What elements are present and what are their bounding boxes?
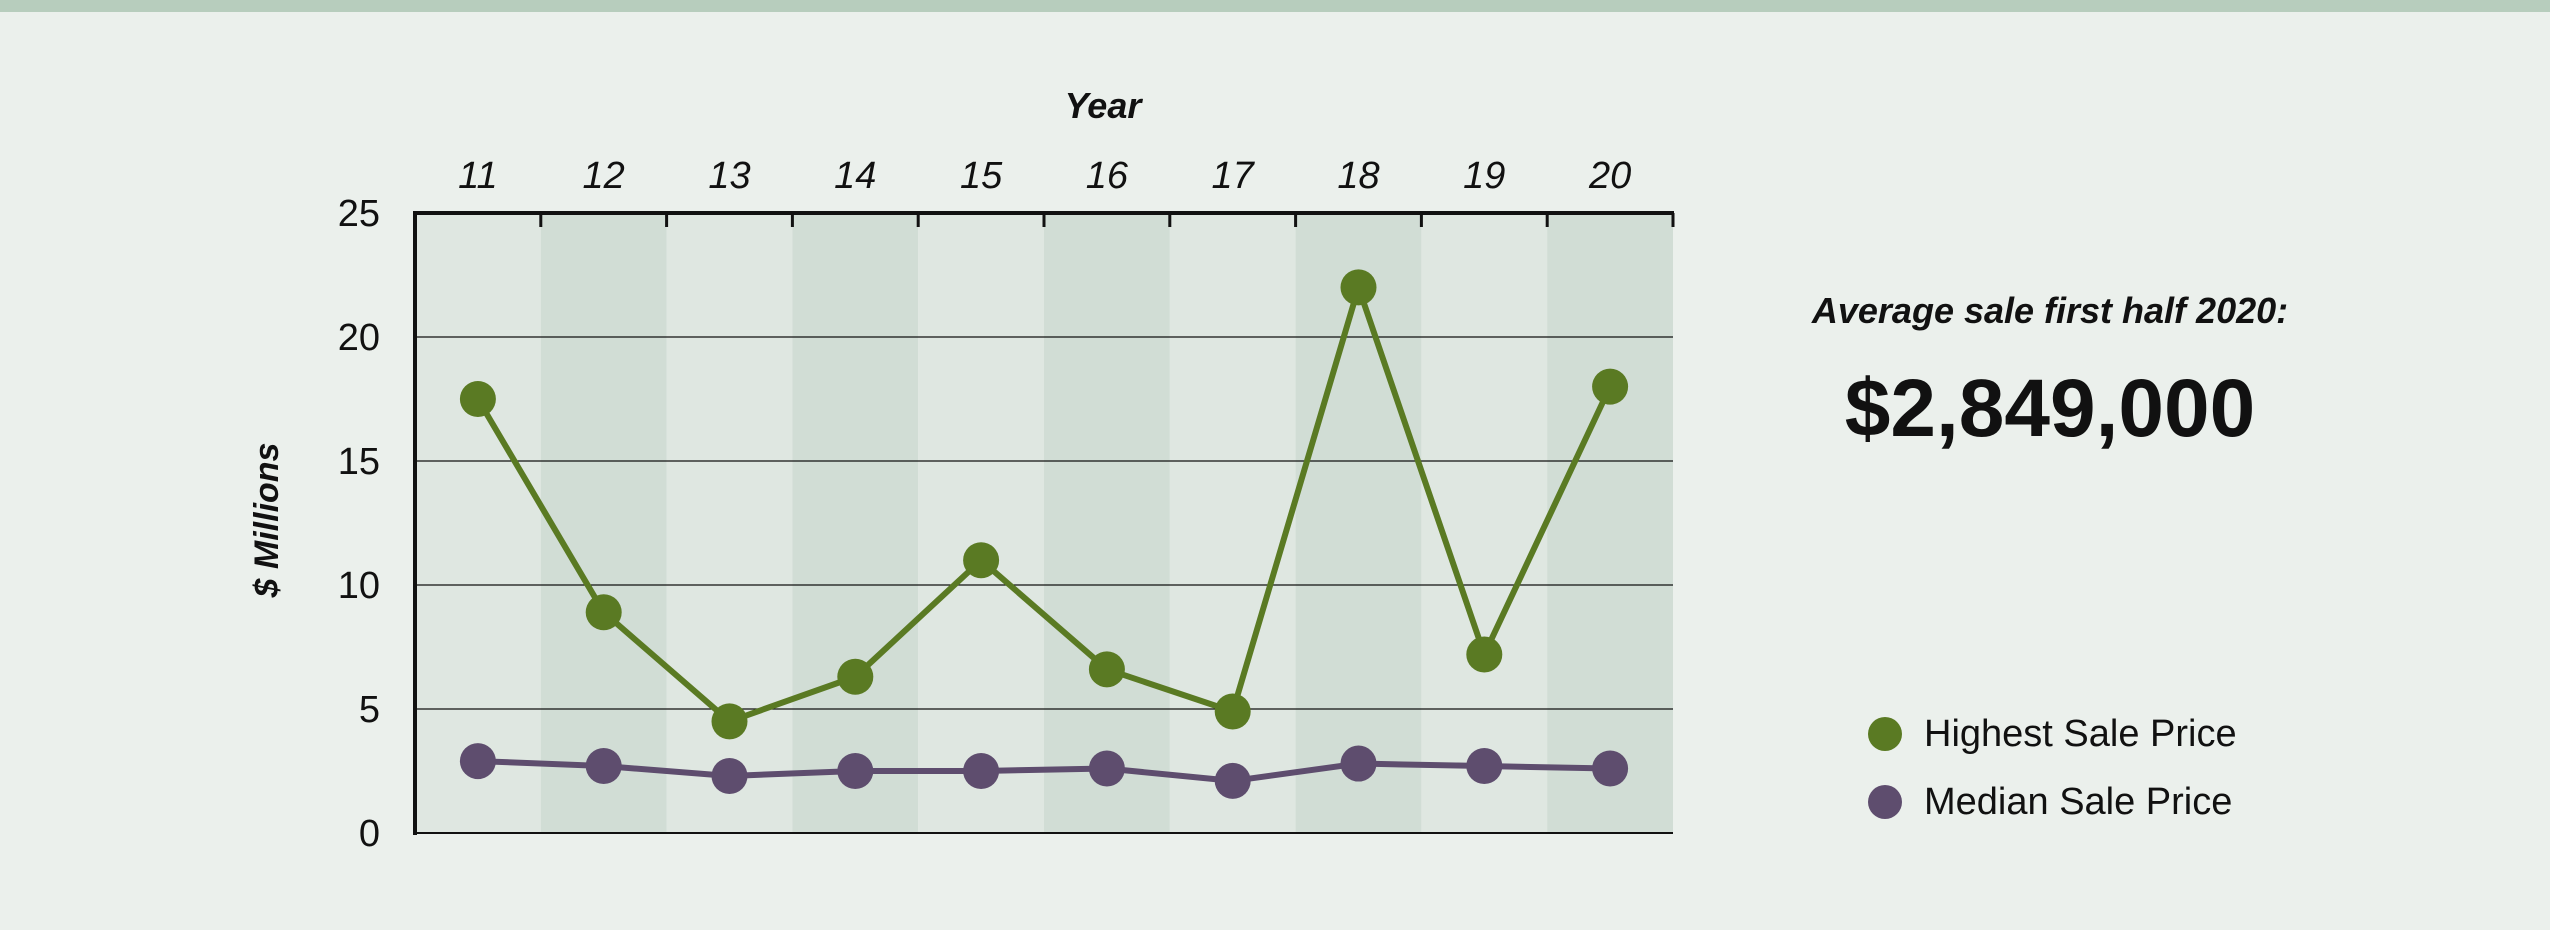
x-axis-title: Year [1065,85,1144,126]
series-points [459,269,1629,799]
column-band [1044,213,1170,833]
axes [413,211,1675,835]
column-band [1547,213,1673,833]
average-sale-label: Average sale first half 2020: [1811,290,2289,331]
data-point-1 [837,753,874,789]
column-bands [415,213,1673,833]
series-line-1 [477,758,1611,784]
data-point-1 [963,753,1000,789]
y-tick-label: 10 [338,565,380,607]
x-tick-label: 18 [1337,155,1379,197]
column-band [1169,213,1296,833]
x-tick-label: 15 [960,155,1003,197]
legend-marker-median [1868,785,1902,819]
data-point-1 [1466,748,1503,785]
data-point-1 [711,757,748,794]
y-tick-label: 25 [338,193,380,235]
legend-label-median: Median Sale Price [1924,780,2233,823]
data-point-1 [1088,750,1125,787]
data-point-1 [459,743,496,780]
x-tick-label: 19 [1463,155,1505,197]
data-point-0 [1340,269,1377,306]
data-point-0 [1592,368,1629,405]
data-point-0 [585,594,622,631]
x-tick-label: 16 [1086,155,1129,197]
data-point-0 [1214,693,1251,730]
column-band [792,213,919,833]
data-point-0 [963,542,1000,579]
column-band [415,213,541,833]
x-tick-labels: 11 12 13 14 15 16 17 18 19 20 [458,155,1631,197]
data-point-1 [1340,745,1377,782]
y-tick-label: 5 [359,689,380,731]
legend: Highest Sale Price Median Sale Price [1868,700,2237,836]
legend-item-highest: Highest Sale Price [1868,700,2237,768]
x-tick-label: 11 [458,155,497,197]
data-point-0 [1088,651,1125,688]
y-tick-label: 20 [338,317,380,359]
series-lines [475,284,1613,784]
x-tick-label: 12 [583,155,625,197]
data-point-0 [711,703,748,740]
legend-marker-highest [1868,717,1902,751]
x-tick-label: 14 [834,155,876,197]
column-band [1295,213,1422,833]
x-tick-label: 13 [708,155,750,197]
series-line-0 [475,284,1613,725]
data-point-1 [1214,762,1251,799]
column-band [918,213,1044,833]
x-tick-label: 17 [1212,155,1256,197]
average-sale-value: $2,849,000 [1844,363,2256,454]
x-tick-label: 20 [1588,155,1631,197]
y-tick-label: 0 [359,813,380,855]
column-band [666,213,793,833]
legend-label-highest: Highest Sale Price [1924,712,2237,755]
y-tick-label: 15 [338,441,380,483]
y-tick-labels: 0 5 10 15 20 25 [338,193,380,855]
column-band [540,213,667,833]
top-accent-bar [0,0,2550,12]
data-point-1 [585,748,622,785]
data-point-1 [1592,750,1629,787]
data-point-0 [459,381,496,417]
data-point-0 [1466,636,1503,673]
y-axis-title: $ Millions [248,443,286,599]
legend-item-median: Median Sale Price [1868,768,2237,836]
data-point-0 [837,658,874,695]
